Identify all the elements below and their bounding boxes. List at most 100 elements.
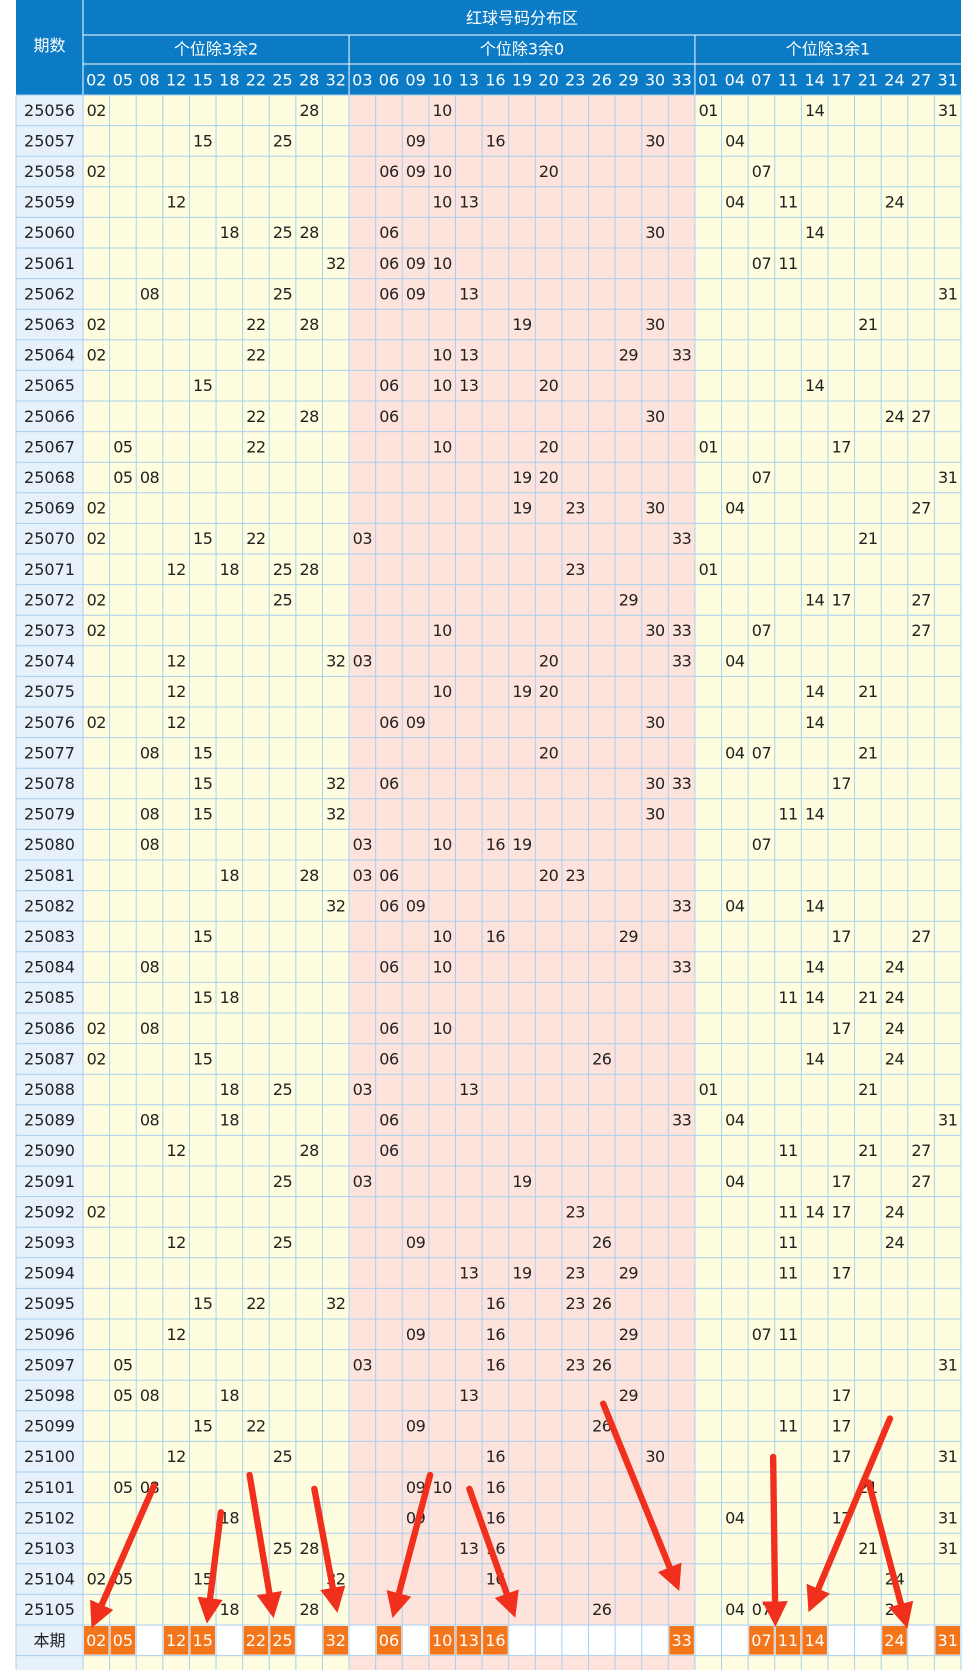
column-bg [402,95,429,1670]
drawn-number: 05 [113,1355,132,1374]
group-label: 个位除3余1 [786,40,870,59]
drawn-number: 30 [645,1447,665,1466]
drawn-number: 16 [486,1478,506,1497]
period: 25084 [24,958,75,977]
arrow [762,1453,788,1627]
period: 25059 [24,193,75,212]
drawn-number: 25 [273,1447,292,1466]
highlight-cell [802,1626,827,1655]
period: 25088 [24,1080,75,1099]
column-number: 29 [618,71,638,90]
column-bg [322,95,350,1670]
column-number: 18 [219,71,239,90]
column-number: 14 [804,71,824,90]
drawn-number: 20 [539,437,559,456]
group-label: 个位除3余2 [174,40,258,59]
column-number: 04 [725,71,745,90]
drawn-number: 16 [486,927,506,946]
drawn-number: 20 [539,376,559,395]
drawn-number: 06 [379,223,399,242]
drawn-number: 16 [486,1294,506,1313]
drawn-number: 14 [805,101,825,120]
column-bg [189,95,217,1670]
drawn-number: 32 [326,1294,345,1313]
drawn-number: 07 [752,743,771,762]
column-number: 16 [485,71,505,90]
drawn-number: 02 [87,590,106,609]
selected-number: 22 [246,1631,266,1650]
drawn-number: 13 [459,1264,478,1283]
drawn-number: 19 [512,499,532,518]
drawn-number: 09 [406,162,426,181]
drawn-number: 29 [619,1386,639,1405]
drawn-number: 03 [353,1172,372,1191]
drawn-number: 15 [193,743,212,762]
drawn-number: 33 [672,774,691,793]
period: 25077 [24,743,75,762]
drawn-number: 10 [433,346,453,365]
drawn-number: 11 [778,805,797,824]
column-number: 07 [751,71,771,90]
drawn-number: 15 [193,805,212,824]
column-bg [162,95,190,1670]
column-number: 11 [778,71,798,90]
drawn-number: 25 [273,1172,292,1191]
drawn-number: 02 [87,346,106,365]
column-number: 22 [246,71,266,90]
drawn-number: 25 [273,131,292,150]
arrow [311,1485,346,1613]
drawn-number: 19 [512,468,532,487]
column-number: 32 [326,71,346,90]
column-number: 33 [671,71,691,90]
period: 25060 [24,223,75,242]
drawn-number: 09 [406,1478,426,1497]
highlight-cell [163,1626,189,1655]
drawn-number: 20 [539,682,559,701]
drawn-number: 10 [433,254,453,273]
drawn-number: 17 [832,437,851,456]
drawn-number: 14 [805,896,825,915]
drawn-number: 09 [406,131,426,150]
highlight-cell [110,1626,136,1655]
drawn-number: 11 [778,1325,797,1344]
drawn-number: 05 [113,468,132,487]
drawn-number: 11 [778,1417,797,1436]
selected-number: 12 [166,1631,186,1650]
drawn-number: 26 [592,1233,612,1252]
drawn-number: 18 [220,560,240,579]
column-bg [668,95,695,1670]
drawn-number: 02 [87,1202,106,1221]
drawn-number: 11 [778,1233,797,1252]
drawn-number: 25 [273,1233,292,1252]
drawn-number: 21 [858,1539,877,1558]
drawn-number: 30 [645,315,665,334]
drawn-number: 17 [832,590,851,609]
drawn-number: 06 [379,713,399,732]
drawn-number: 28 [299,223,319,242]
period: 25103 [24,1539,75,1558]
drawn-number: 13 [459,1080,478,1099]
header-title: 红球号码分布区 [466,9,578,28]
drawn-number: 12 [166,193,185,212]
column-bg [801,95,828,1670]
drawn-number: 28 [299,1141,319,1160]
arrow [197,1509,225,1624]
drawn-number: 23 [566,1355,585,1374]
drawn-number: 21 [858,743,877,762]
drawn-number: 21 [858,315,877,334]
selected-number: 11 [778,1631,798,1650]
drawn-number: 10 [433,376,453,395]
period: 25105 [24,1600,75,1619]
drawn-number: 28 [299,315,319,334]
column-bg [854,95,882,1670]
drawn-number: 31 [938,1447,957,1466]
period: 25070 [24,529,75,548]
drawn-number: 23 [566,1264,585,1283]
drawn-number: 27 [911,927,930,946]
selected-number: 33 [671,1631,691,1650]
drawn-number: 13 [459,1386,478,1405]
drawn-number: 02 [87,621,106,640]
column-number: 03 [352,71,372,90]
highlight-cell [270,1626,295,1655]
